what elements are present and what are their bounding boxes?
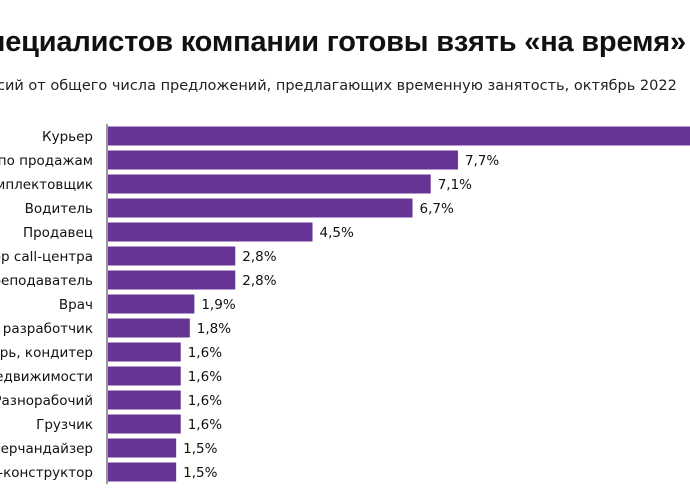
category-label: мплектовщик <box>0 177 93 193</box>
bar <box>108 342 181 362</box>
value-label: 2,8% <box>242 273 276 289</box>
value-label: 1,5% <box>183 441 217 457</box>
value-label: 6,7% <box>420 201 454 217</box>
bar <box>108 414 181 434</box>
bar <box>108 270 236 290</box>
category-label: Водитель <box>25 201 93 217</box>
category-label: недвижимости <box>0 369 93 385</box>
value-label: 7,7% <box>465 153 499 169</box>
category-label: р-конструктор <box>0 465 93 481</box>
category-label: о по продажам <box>0 153 93 169</box>
category-label: тор call-центра <box>0 249 93 265</box>
value-label: 1,6% <box>188 417 222 433</box>
value-label: 1,5% <box>183 465 217 481</box>
bar <box>108 198 413 218</box>
bar <box>108 222 313 242</box>
bar <box>108 438 177 458</box>
category-label: ерчандайзер <box>1 441 93 457</box>
bar <box>108 174 431 194</box>
category-label: , разработчик <box>0 321 93 337</box>
value-label: 1,6% <box>188 369 222 385</box>
category-label: арь, кондитер <box>0 345 93 361</box>
category-label: реподаватель <box>0 273 93 289</box>
category-label: Курьер <box>42 129 93 145</box>
chart-title: специалистов компании готовы взять «на в… <box>0 26 686 58</box>
value-label: 2,8% <box>242 249 276 265</box>
value-label: 7,1% <box>438 177 472 193</box>
bar <box>108 318 190 338</box>
bar <box>108 126 690 146</box>
bar <box>108 366 181 386</box>
value-label: 1,6% <box>188 393 222 409</box>
category-label: Грузчик <box>36 417 93 433</box>
category-label: Врач <box>59 297 93 313</box>
bar <box>108 390 181 410</box>
value-label: 1,8% <box>197 321 231 337</box>
chart-subtitle: сий от общего числа предложений, предлаг… <box>0 78 677 94</box>
value-label: 4,5% <box>320 225 354 241</box>
bar <box>108 462 177 482</box>
category-label: Продавец <box>23 225 93 241</box>
bar <box>108 294 195 314</box>
bar <box>108 150 458 170</box>
value-label: 1,9% <box>201 297 235 313</box>
category-label: Разнорабочий <box>0 393 93 409</box>
bar <box>108 246 236 266</box>
value-label: 1,6% <box>188 345 222 361</box>
